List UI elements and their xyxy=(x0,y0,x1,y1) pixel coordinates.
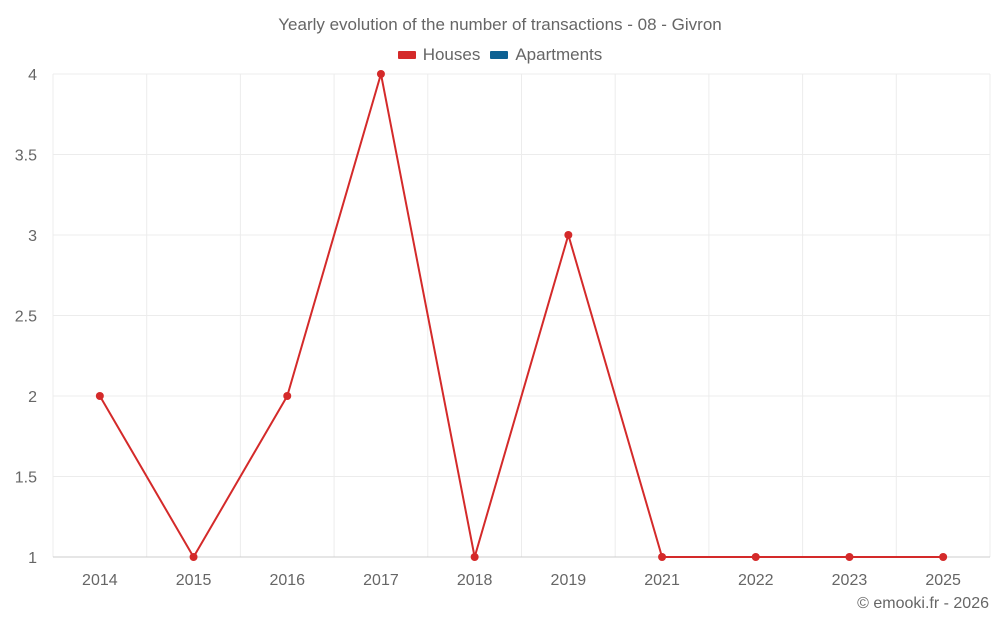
y-tick-label: 1.5 xyxy=(15,470,37,487)
x-tick-label: 2023 xyxy=(832,572,868,589)
data-point[interactable] xyxy=(751,553,760,561)
data-point[interactable] xyxy=(564,231,573,239)
y-tick-label: 2 xyxy=(28,389,37,406)
y-tick-label: 2.5 xyxy=(15,309,37,326)
grid xyxy=(52,73,991,558)
data-point[interactable] xyxy=(283,392,292,400)
y-tick-label: 3.5 xyxy=(15,148,37,165)
data-point[interactable] xyxy=(658,553,667,561)
series-line-houses xyxy=(98,73,944,558)
legend-item-houses[interactable]: Houses xyxy=(397,45,481,65)
data-point[interactable] xyxy=(95,392,104,400)
series xyxy=(95,70,948,561)
y-tick-label: 4 xyxy=(28,67,37,84)
x-tick-label: 2021 xyxy=(644,572,680,589)
x-tick-label: 2019 xyxy=(551,572,587,589)
x-tick-label: 2015 xyxy=(176,572,212,589)
data-point[interactable] xyxy=(189,553,198,561)
legend: Houses Apartments xyxy=(0,45,1000,65)
x-tick-label: 2018 xyxy=(457,572,493,589)
chart-title: Yearly evolution of the number of transa… xyxy=(278,15,722,34)
legend-swatch-apartments xyxy=(490,51,509,59)
x-tick-label: 2016 xyxy=(269,572,305,589)
x-tick-label: 2022 xyxy=(738,572,774,589)
x-tick-label: 2017 xyxy=(363,572,399,589)
x-tick-label: 2014 xyxy=(82,572,118,589)
data-point[interactable] xyxy=(470,553,479,561)
legend-swatch-houses xyxy=(397,51,416,59)
data-point[interactable] xyxy=(939,553,948,561)
y-tick-label: 3 xyxy=(28,228,37,245)
data-point[interactable] xyxy=(845,553,854,561)
legend-item-apartments[interactable]: Apartments xyxy=(490,45,602,65)
credit-text: © emooki.fr - 2026 xyxy=(857,595,989,612)
legend-label-apartments: Apartments xyxy=(515,45,603,64)
data-point[interactable] xyxy=(376,70,385,78)
y-tick-label: 1 xyxy=(28,550,37,567)
x-tick-label: 2025 xyxy=(925,572,961,589)
legend-label-houses: Houses xyxy=(422,45,481,64)
axes: 1 1.5 2 2.5 3 3.5 4 2014 2015 2016 2017 2018 2019 202… xyxy=(15,67,961,589)
